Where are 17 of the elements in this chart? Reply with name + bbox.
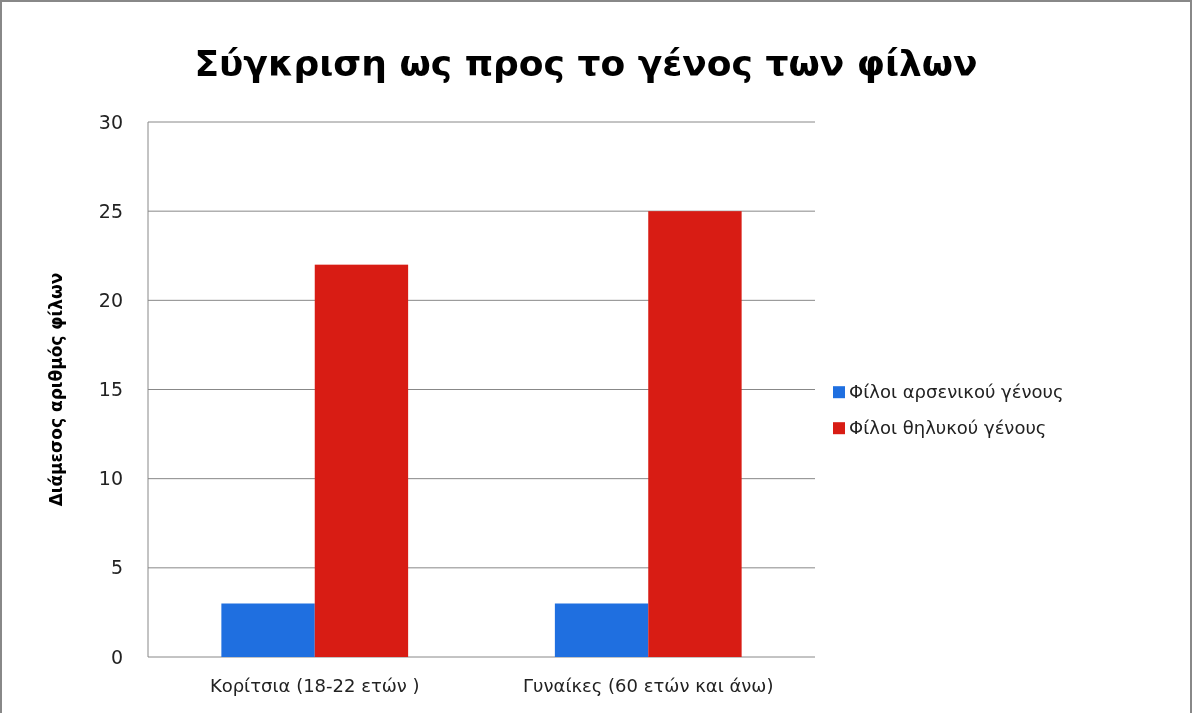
bar	[554, 603, 649, 657]
legend-label: Φίλοι αρσενικού γένους	[849, 381, 1064, 403]
y-tick-label: 10	[98, 467, 123, 490]
y-tick-label: 15	[98, 378, 123, 401]
chart-title: Σύγκριση ως προς το γένος των φίλων	[194, 43, 978, 84]
x-tick-label: Γυναίκες (60 ετών και άνω)	[523, 675, 774, 696]
legend-label: Φίλοι θηλυκού γένους	[849, 417, 1047, 439]
x-tick-label: Κορίτσια (18-22 ετών )	[209, 675, 420, 696]
y-tick-label: 0	[110, 645, 123, 668]
y-tick-label: 20	[98, 288, 123, 311]
bar	[221, 603, 315, 657]
y-tick-label: 5	[110, 556, 123, 579]
bar	[314, 264, 409, 657]
y-tick-label: 25	[98, 199, 123, 222]
y-tick-label: 30	[98, 110, 123, 133]
bar	[648, 211, 742, 657]
y-axis-title: Διάμεσος αριθμός φίλων	[46, 272, 66, 507]
